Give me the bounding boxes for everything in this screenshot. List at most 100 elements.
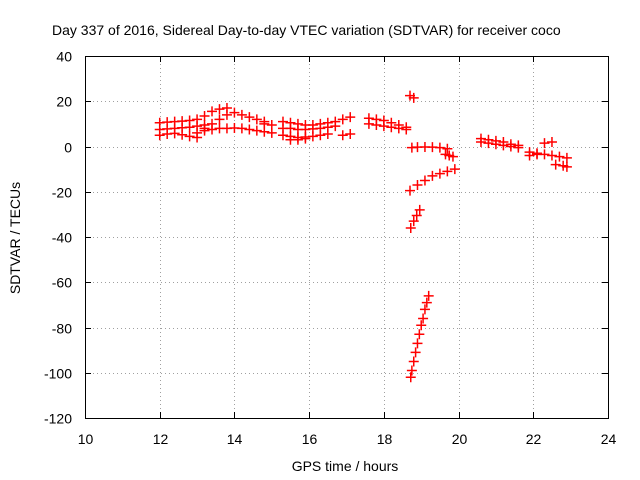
data-point bbox=[442, 143, 453, 154]
data-point bbox=[184, 131, 195, 142]
data-point bbox=[490, 139, 501, 150]
data-point bbox=[169, 128, 180, 139]
series-arc-14 bbox=[363, 118, 412, 135]
series-arc-17 bbox=[405, 164, 460, 196]
series-arc-3 bbox=[154, 128, 203, 143]
data-point bbox=[414, 204, 425, 215]
y-tick-label: -80 bbox=[52, 321, 72, 337]
series-arc-15 bbox=[405, 90, 419, 103]
data-point bbox=[408, 356, 419, 367]
data-point bbox=[345, 112, 356, 123]
data-point bbox=[221, 109, 232, 120]
series-arc-11 bbox=[285, 133, 311, 145]
data-point bbox=[418, 313, 429, 324]
data-point bbox=[532, 149, 543, 160]
series-arc-6 bbox=[229, 107, 270, 127]
y-tick-label: -100 bbox=[44, 366, 72, 382]
data-point bbox=[505, 141, 516, 152]
data-point bbox=[442, 166, 453, 177]
data-point bbox=[561, 152, 572, 163]
x-tick-labels: 10 12 14 16 18 20 22 24 bbox=[78, 431, 617, 447]
data-point bbox=[410, 347, 421, 358]
series-arc-24 bbox=[524, 149, 543, 161]
series-arc-18 bbox=[405, 204, 425, 233]
data-point bbox=[337, 130, 348, 141]
data-point bbox=[412, 179, 423, 190]
data-point bbox=[300, 133, 311, 144]
series-arc-7 bbox=[259, 118, 277, 131]
data-point bbox=[207, 106, 218, 117]
y-tick-label: -120 bbox=[44, 411, 72, 427]
data-point bbox=[330, 121, 341, 132]
grid-lines bbox=[85, 56, 608, 418]
series-arc-20 bbox=[440, 149, 458, 162]
data-point bbox=[411, 210, 422, 221]
data-point bbox=[539, 138, 550, 149]
x-tick-label: 24 bbox=[601, 431, 617, 447]
data-point bbox=[292, 134, 303, 145]
data-point bbox=[419, 304, 430, 315]
data-point bbox=[419, 175, 430, 186]
data-point bbox=[192, 127, 203, 138]
data-point bbox=[483, 138, 494, 149]
y-tick-label: -20 bbox=[52, 185, 72, 201]
data-markers bbox=[154, 90, 572, 383]
data-point bbox=[207, 124, 218, 135]
data-point bbox=[229, 107, 240, 118]
data-point bbox=[498, 140, 509, 151]
data-point bbox=[315, 130, 326, 141]
data-point bbox=[251, 114, 262, 125]
data-point bbox=[214, 104, 225, 115]
chart-title: Day 337 of 2016, Sidereal Day-to-day VTE… bbox=[52, 22, 561, 38]
series-arc-19 bbox=[405, 290, 434, 383]
data-point bbox=[177, 129, 188, 140]
data-point bbox=[378, 121, 389, 132]
data-point bbox=[199, 110, 210, 121]
data-point bbox=[414, 329, 425, 340]
data-point bbox=[405, 185, 416, 196]
data-point bbox=[513, 142, 524, 153]
data-point bbox=[408, 92, 419, 103]
series-arc-8 bbox=[277, 112, 356, 131]
data-point bbox=[371, 120, 382, 131]
data-point bbox=[236, 123, 247, 134]
series-arc-26 bbox=[550, 159, 572, 172]
data-point bbox=[386, 122, 397, 133]
data-point bbox=[447, 151, 458, 162]
plot-frame bbox=[85, 56, 609, 419]
data-point bbox=[421, 297, 432, 308]
x-axis-label: GPS time / hours bbox=[292, 458, 399, 474]
data-point bbox=[434, 168, 445, 179]
series-arc-25 bbox=[539, 136, 557, 149]
x-tick-label: 10 bbox=[78, 431, 94, 447]
x-tick-label: 16 bbox=[302, 431, 318, 447]
data-point bbox=[406, 365, 417, 376]
data-point bbox=[412, 338, 423, 349]
series-arc-22 bbox=[475, 136, 524, 153]
data-point bbox=[266, 120, 277, 131]
y-axis-label: SDTVAR / TECUs bbox=[7, 182, 23, 294]
y-tick-label: 20 bbox=[56, 94, 72, 110]
data-point bbox=[322, 129, 333, 140]
axis-ticks bbox=[85, 56, 609, 419]
data-point bbox=[184, 122, 195, 133]
data-point bbox=[214, 114, 225, 125]
data-point bbox=[337, 114, 348, 125]
data-point bbox=[554, 151, 565, 162]
y-tick-label: 0 bbox=[64, 140, 72, 156]
data-point bbox=[259, 118, 270, 129]
series-arc-16 bbox=[406, 141, 453, 154]
data-point bbox=[244, 124, 255, 135]
x-tick-label: 20 bbox=[452, 431, 468, 447]
y-tick-label: -40 bbox=[52, 230, 72, 246]
data-point bbox=[307, 131, 318, 142]
data-point bbox=[475, 136, 486, 147]
y-tick-label: -60 bbox=[52, 275, 72, 291]
data-point bbox=[345, 129, 356, 140]
data-point bbox=[363, 118, 374, 129]
data-point bbox=[427, 170, 438, 181]
data-point bbox=[524, 150, 535, 161]
data-point bbox=[401, 124, 412, 135]
x-tick-label: 12 bbox=[153, 431, 169, 447]
